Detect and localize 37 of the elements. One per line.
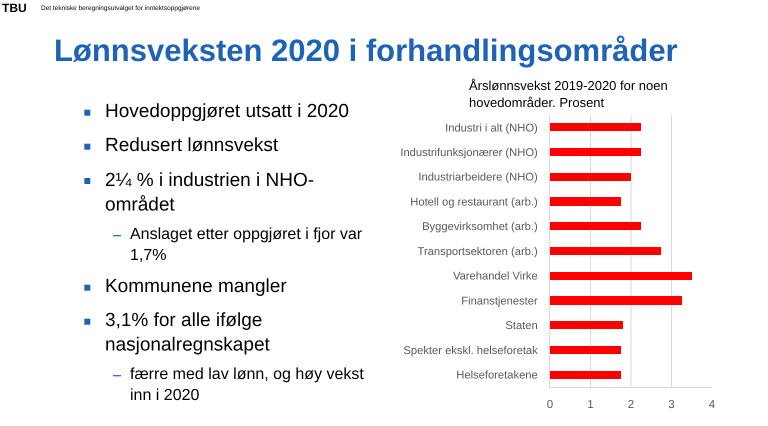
- y-tick-label: Transportsektoren (arb.): [418, 246, 538, 258]
- x-tick-label: 4: [708, 398, 716, 411]
- text: færre med lav lønn, og høy vekst inn i 2020: [130, 366, 364, 404]
- text: Redusert lønnsvekst: [105, 135, 279, 156]
- bar: [550, 222, 641, 230]
- text: TBU: [2, 1, 27, 15]
- bar: [550, 272, 692, 280]
- x-tick-label: 2: [628, 398, 634, 411]
- y-tick-label: Helseforetakene: [456, 370, 538, 382]
- x-tick-label: 0: [546, 398, 554, 411]
- bar: [550, 371, 621, 379]
- bar: [550, 346, 621, 354]
- bar: [550, 148, 641, 156]
- bar: [550, 321, 623, 329]
- y-tick-label: Industri i alt (NHO): [445, 122, 538, 134]
- bar: [550, 123, 641, 131]
- text: Anslaget etter oppgjøret i fjor var 1,7%: [130, 226, 363, 264]
- y-tick-label: Finanstjenester: [461, 295, 538, 308]
- text: 2¼ % i industrien i NHO-området: [105, 170, 314, 216]
- bar: [550, 173, 631, 181]
- text: Hovedoppgjøret utsatt i 2020: [105, 101, 349, 122]
- bar: [550, 247, 661, 255]
- bar: [550, 197, 621, 206]
- y-tick-label: Byggevirksomhet (arb.): [422, 221, 538, 234]
- text: Kommunene mangler: [105, 276, 288, 297]
- text: 3,1% for alle ifølge nasjonalregnskapet: [105, 310, 271, 356]
- y-tick-label: Varehandel Virke: [452, 270, 538, 283]
- bar: [550, 296, 682, 305]
- chart-subtitle: Årslønnsvekst 2019-2020 for noen hovedområder. Prosent: [469, 78, 668, 110]
- chart-title: Lønnsveksten 2020 i forhandlingsområder: [54, 32, 678, 68]
- y-tick-label: Hotell og restaurant (arb.): [410, 196, 538, 208]
- y-tick-label: Industrifunksjonærer (NHO): [400, 147, 538, 160]
- x-tick-label: 1: [587, 398, 594, 411]
- y-tick-label: Staten: [505, 320, 538, 332]
- y-tick-label: Industriarbeidere (NHO): [418, 172, 538, 184]
- y-tick-label: Spekter ekskl. helseforetak: [403, 344, 538, 357]
- x-tick-label: 3: [668, 398, 675, 411]
